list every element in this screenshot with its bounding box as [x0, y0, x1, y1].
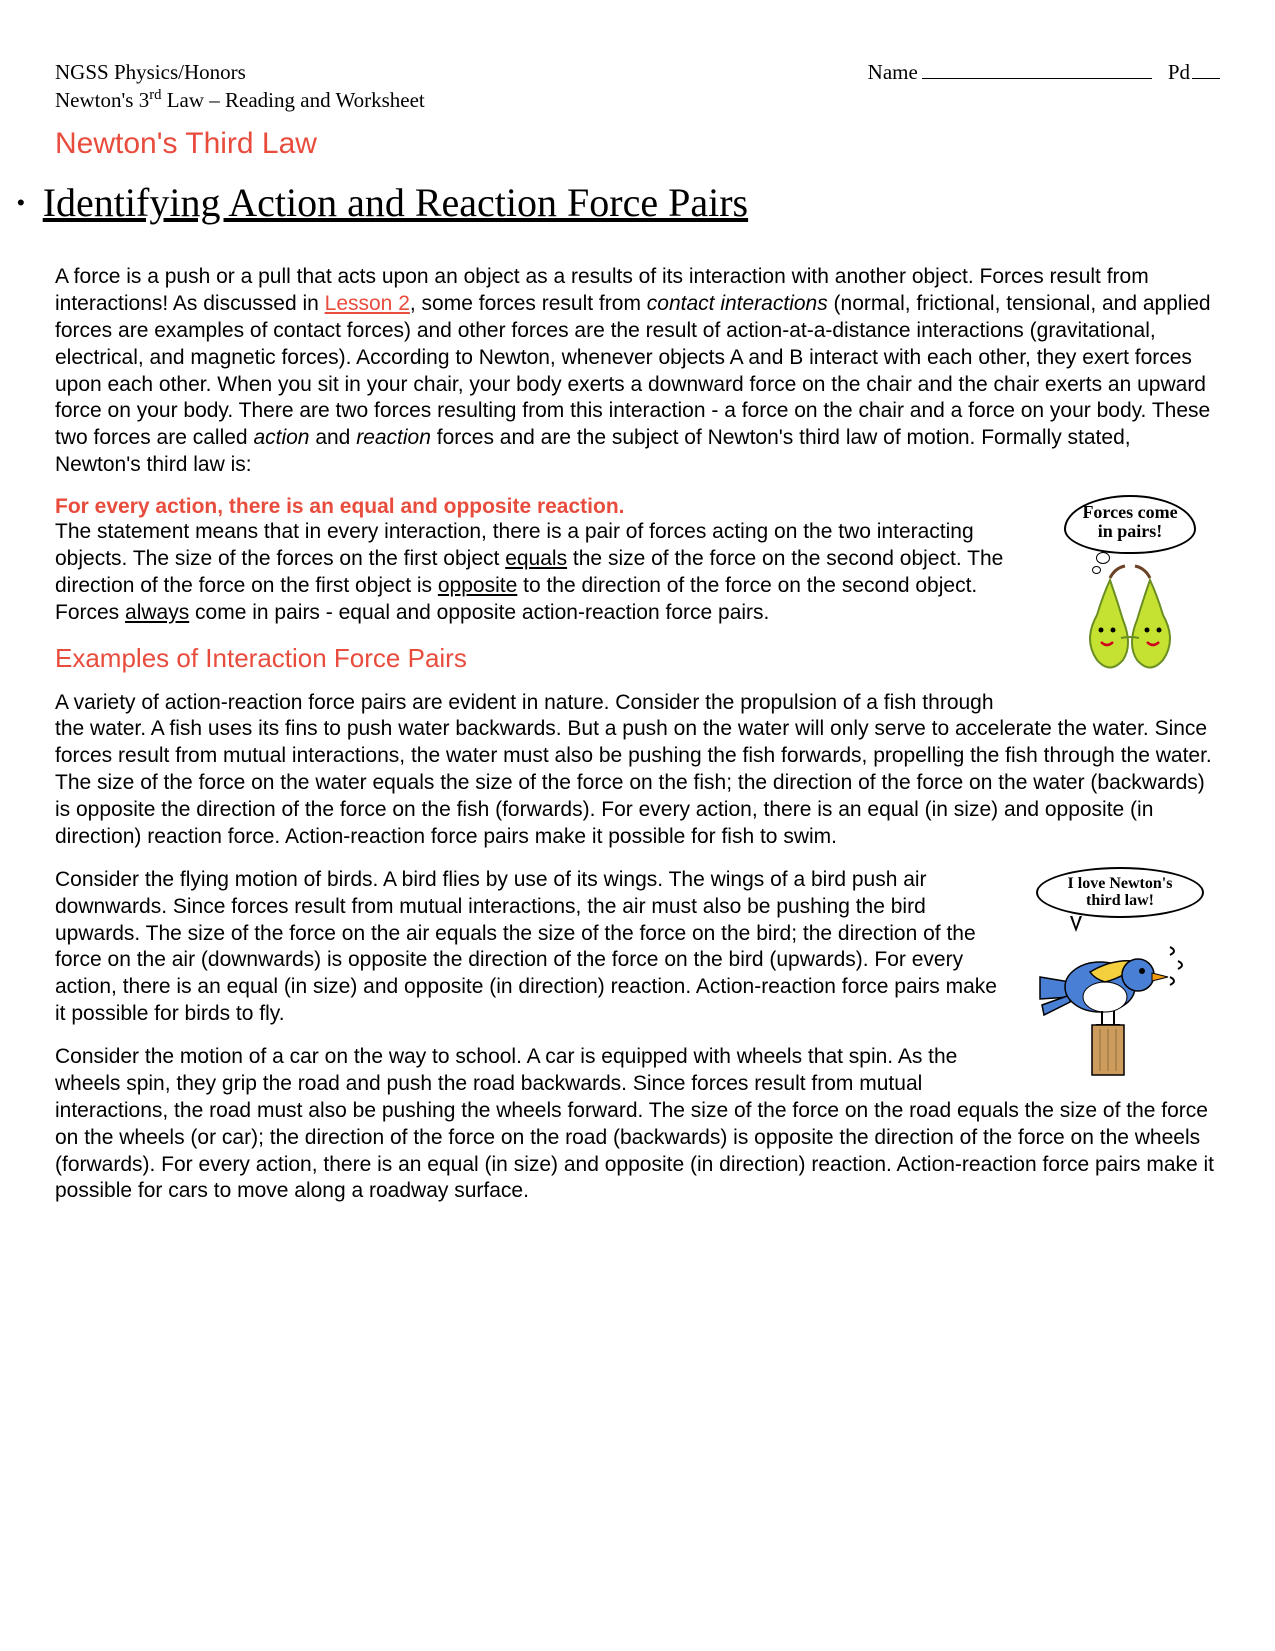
- p2-u3: always: [125, 601, 189, 624]
- speech-tail-inner: [1072, 915, 1080, 927]
- bird-svg: [1020, 927, 1210, 1077]
- name-label: Name: [868, 60, 918, 85]
- p1-t2: , some forces result from: [410, 292, 647, 315]
- course-name: NGSS Physics/Honors: [55, 60, 868, 85]
- speech-bubble: I love Newton's third law!: [1036, 867, 1204, 918]
- bullet-icon: •: [17, 192, 25, 214]
- pears-illustration: Forces come in pairs!: [1040, 495, 1220, 680]
- p1-t4: and: [309, 426, 356, 449]
- subtitle: Newton's 3rd Law – Reading and Worksheet: [55, 87, 1220, 113]
- thought-bubble: Forces come in pairs!: [1064, 495, 1196, 554]
- pears-svg: [1055, 560, 1205, 680]
- p1-ital2: action: [253, 426, 309, 449]
- p1-ital3: reaction: [356, 426, 431, 449]
- p2-u2: opposite: [438, 574, 517, 597]
- name-blank[interactable]: [922, 78, 1152, 79]
- header-right: Name Pd: [868, 60, 1220, 85]
- pd-blank[interactable]: [1192, 78, 1220, 79]
- p1-ital1: contact interactions: [647, 292, 828, 315]
- p2-t4: come in pairs - equal and opposite actio…: [189, 601, 769, 624]
- section-law: Forces come in pairs! For every: [55, 495, 1220, 851]
- subtitle-sup: rd: [149, 87, 161, 103]
- title-row: • Identifying Action and Reaction Force …: [17, 179, 1220, 226]
- main-title: Identifying Action and Reaction Force Pa…: [43, 179, 748, 226]
- bird-illustration: I love Newton's third law!: [1020, 867, 1220, 1082]
- pd-label: Pd: [1168, 60, 1190, 85]
- section-bird: I love Newton's third law!: [55, 867, 1220, 1206]
- red-title: Newton's Third Law: [55, 127, 1220, 161]
- worksheet-page: NGSS Physics/Honors Name Pd Newton's 3rd…: [0, 0, 1275, 1265]
- paragraph-3: A variety of action-reaction force pairs…: [55, 690, 1220, 851]
- paragraph-1: A force is a push or a pull that acts up…: [55, 264, 1220, 479]
- header-row: NGSS Physics/Honors Name Pd: [55, 60, 1220, 85]
- subtitle-prefix: Newton's 3: [55, 88, 149, 112]
- subtitle-suffix: Law – Reading and Worksheet: [161, 88, 424, 112]
- p2-u1: equals: [505, 547, 567, 570]
- lesson-link[interactable]: Lesson 2: [325, 292, 410, 315]
